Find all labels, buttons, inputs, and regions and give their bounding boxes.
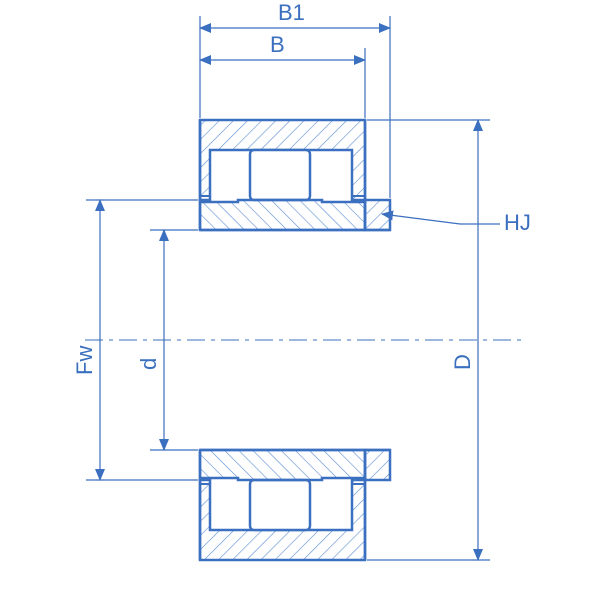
hj-ring-lower	[365, 450, 390, 480]
label-d: d	[136, 358, 161, 370]
bearing-diagram: B B1 HJ D d Fw	[0, 0, 600, 600]
leader-HJ: HJ	[382, 210, 531, 235]
label-Fw: Fw	[72, 346, 97, 375]
roller-lower	[250, 480, 310, 530]
label-B1: B1	[278, 0, 305, 25]
inner-ring-upper	[200, 200, 365, 230]
inner-ring-lower	[200, 450, 365, 480]
label-HJ: HJ	[504, 210, 531, 235]
label-B: B	[270, 32, 285, 57]
dim-B: B	[200, 32, 365, 118]
label-D: D	[450, 354, 475, 370]
roller-upper	[250, 150, 310, 200]
